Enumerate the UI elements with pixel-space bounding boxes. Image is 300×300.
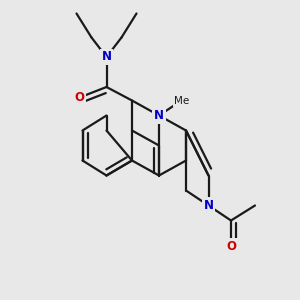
Text: N: N [154,109,164,122]
Text: N: N [101,50,112,64]
Text: Me: Me [174,95,189,106]
Text: N: N [203,199,214,212]
Text: O: O [226,239,236,253]
Text: O: O [74,91,85,104]
